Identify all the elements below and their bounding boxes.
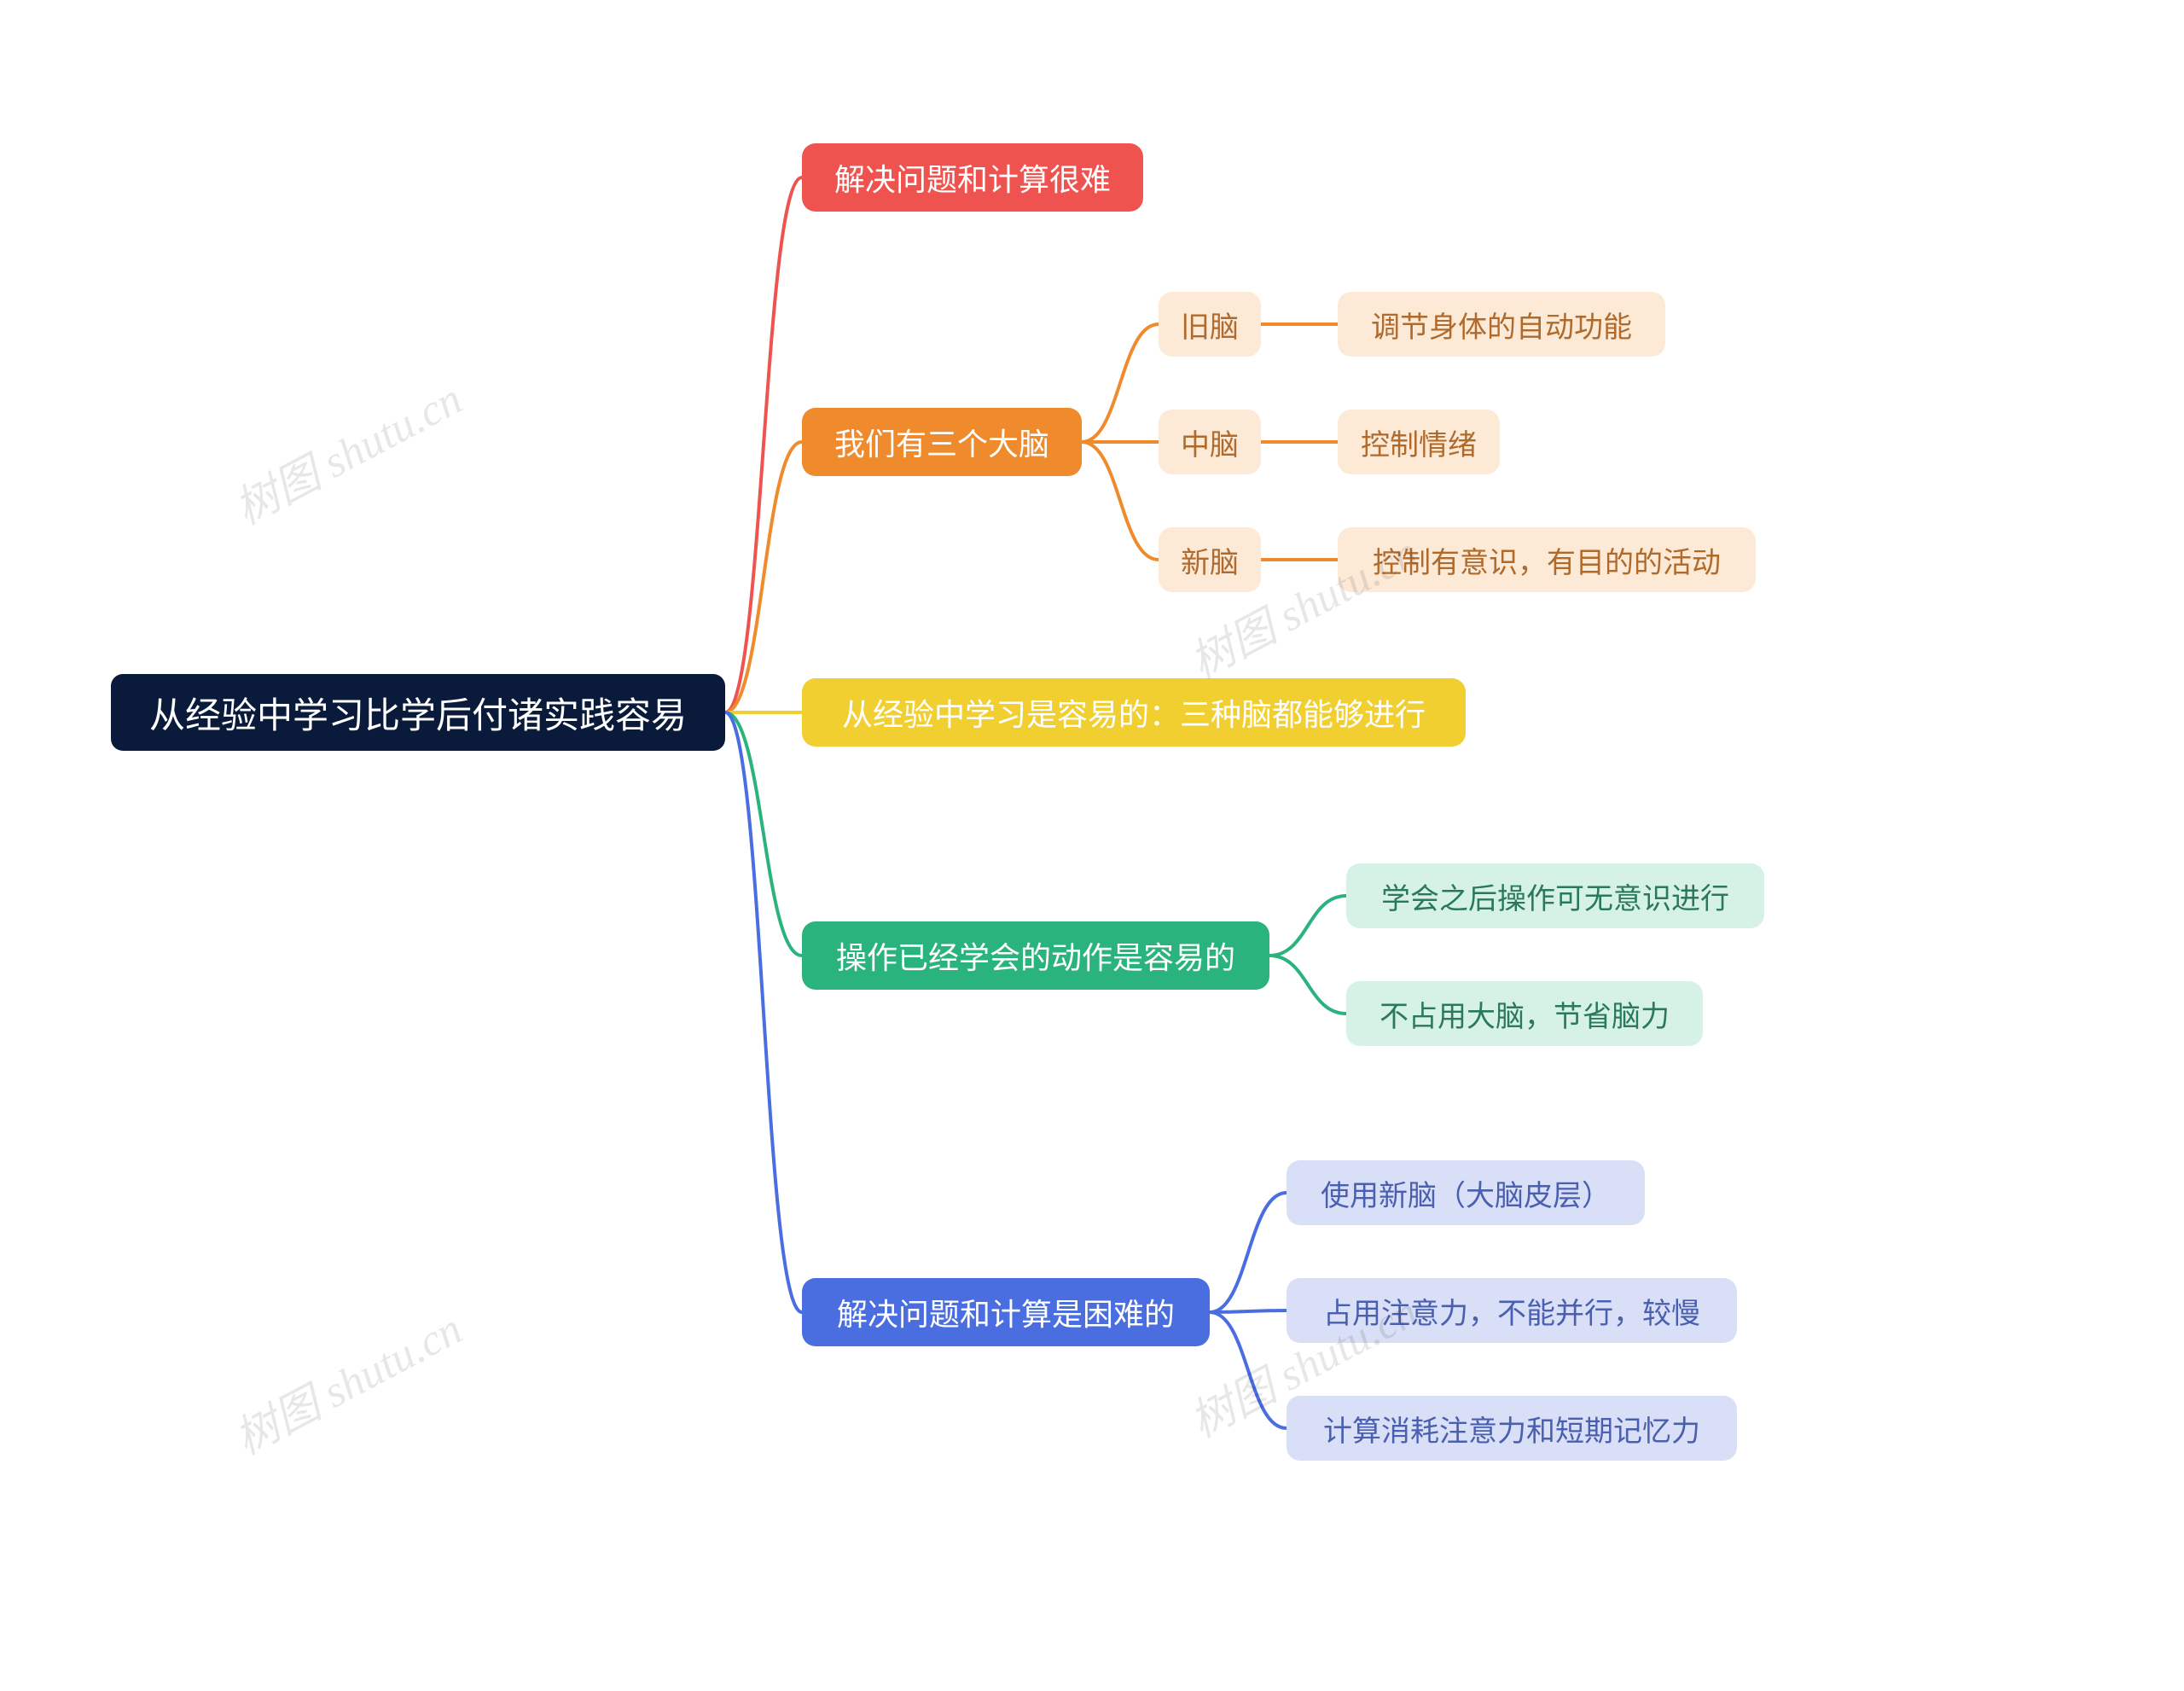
branch-blue[interactable]: 解决问题和计算是困难的: [802, 1278, 1210, 1346]
node-blue-b[interactable]: 占用注意力，不能并行，较慢: [1287, 1278, 1737, 1343]
branch-yellow[interactable]: 从经验中学习是容易的：三种脑都能够进行: [802, 678, 1466, 747]
node-mid-brain[interactable]: 中脑: [1159, 410, 1261, 474]
watermark: 树图 shutu.cn: [221, 363, 471, 537]
node-blue-c[interactable]: 计算消耗注意力和短期记忆力: [1287, 1396, 1737, 1461]
watermark: 树图 shutu.cn: [221, 1293, 471, 1467]
node-old-brain[interactable]: 旧脑: [1159, 292, 1261, 357]
node-old-brain-desc[interactable]: 调节身体的自动功能: [1338, 292, 1665, 357]
root-node[interactable]: 从经验中学习比学后付诸实践容易: [111, 674, 725, 751]
node-green-b[interactable]: 不占用大脑，节省脑力: [1346, 981, 1703, 1046]
branch-orange[interactable]: 我们有三个大脑: [802, 408, 1082, 476]
node-new-brain-desc[interactable]: 控制有意识，有目的的活动: [1338, 527, 1756, 592]
branch-red[interactable]: 解决问题和计算很难: [802, 143, 1143, 212]
branch-green[interactable]: 操作已经学会的动作是容易的: [802, 921, 1269, 990]
connector-layer: [0, 0, 2184, 1691]
node-blue-a[interactable]: 使用新脑（大脑皮层）: [1287, 1160, 1645, 1225]
node-new-brain[interactable]: 新脑: [1159, 527, 1261, 592]
node-mid-brain-desc[interactable]: 控制情绪: [1338, 410, 1500, 474]
node-green-a[interactable]: 学会之后操作可无意识进行: [1346, 863, 1764, 928]
